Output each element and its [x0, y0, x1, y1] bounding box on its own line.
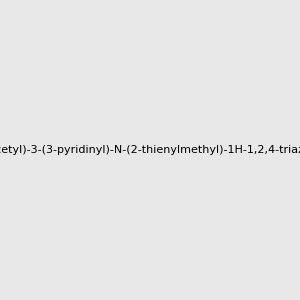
Text: 1-(phenylacetyl)-3-(3-pyridinyl)-N-(2-thienylmethyl)-1H-1,2,4-triazol-5-amine: 1-(phenylacetyl)-3-(3-pyridinyl)-N-(2-th… [0, 145, 300, 155]
